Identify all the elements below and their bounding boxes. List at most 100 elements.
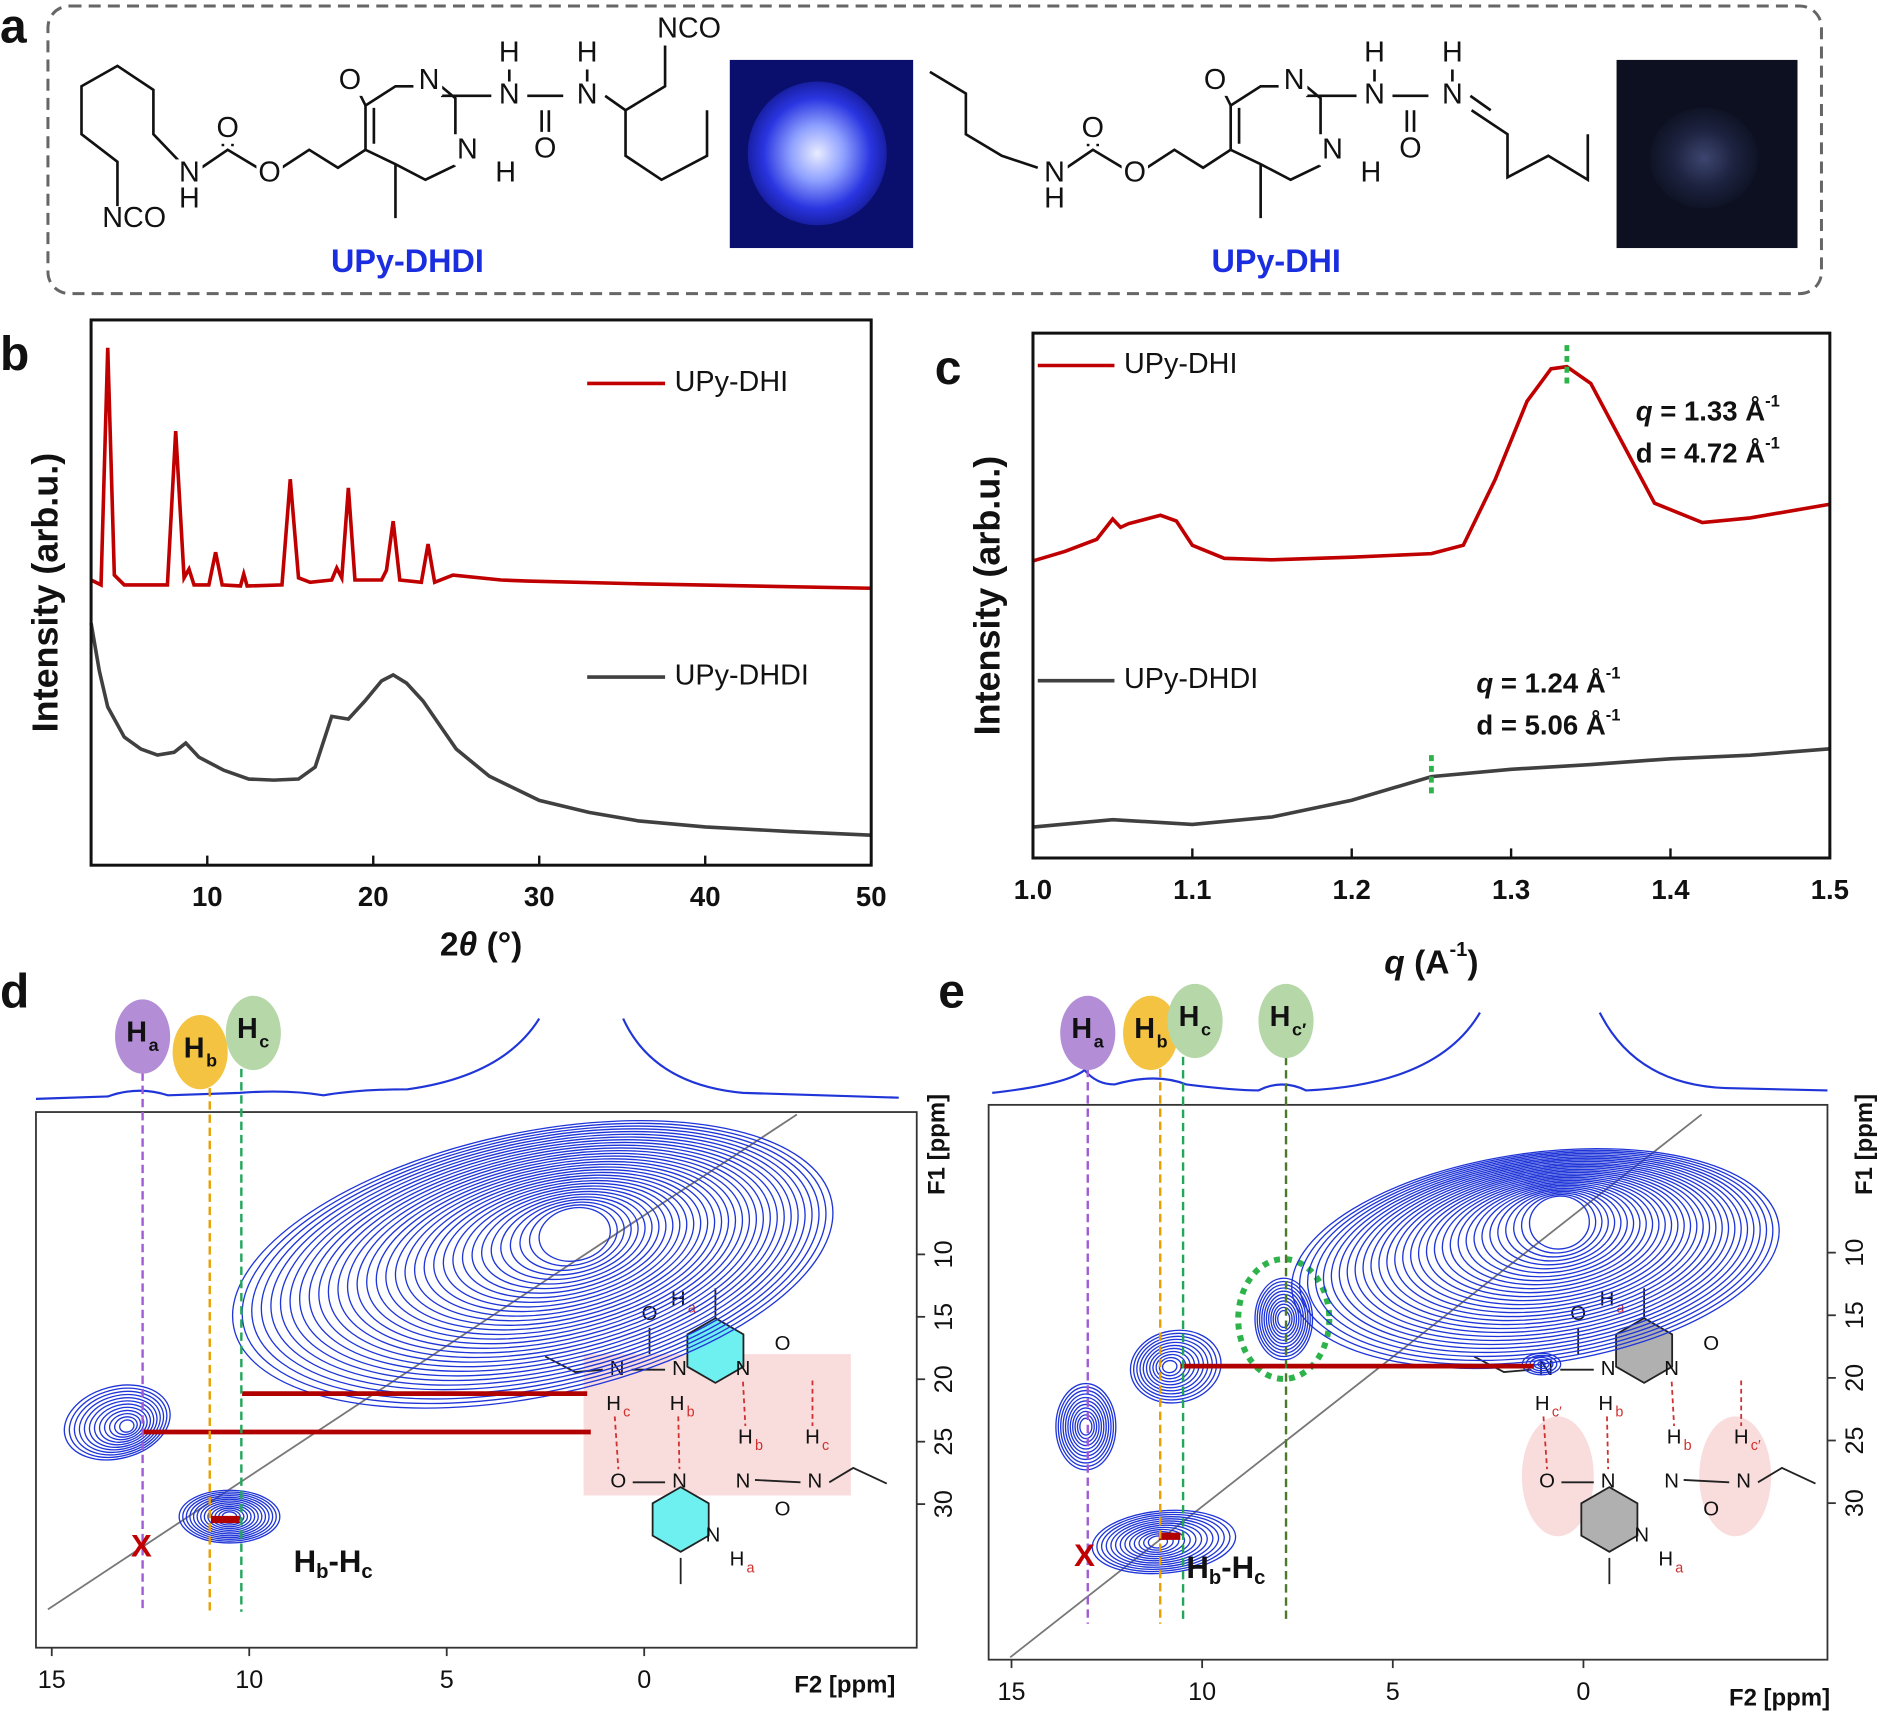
atom-bg	[176, 159, 203, 189]
inset-ring	[686, 1317, 745, 1384]
contour-line	[108, 1412, 142, 1438]
contour-line	[73, 1390, 165, 1456]
inset-atom: H	[606, 1393, 621, 1415]
x-tick-label: 10	[235, 1666, 263, 1694]
atom-label: O	[1204, 64, 1226, 96]
x-tick-label: 20	[358, 881, 389, 912]
series-line	[1032, 747, 1830, 829]
contour-line	[500, 1196, 639, 1281]
x-tick-label: 15	[38, 1666, 66, 1694]
inset-atom: O	[1703, 1498, 1719, 1520]
inset-atom: O	[775, 1498, 791, 1520]
contour-line	[519, 1201, 625, 1271]
molecule-name: UPy-DHI	[1212, 243, 1341, 279]
contour-line	[1133, 1528, 1186, 1556]
inset-atom-sub: a	[747, 1560, 755, 1576]
atom-bg	[415, 67, 443, 96]
inset-atom-sub: c′	[1751, 1438, 1761, 1454]
contour-line	[1263, 1290, 1305, 1348]
atom-bg	[256, 159, 283, 189]
contour-line	[241, 1122, 827, 1405]
cross-peak	[1079, 1417, 1093, 1436]
contour-line	[433, 1177, 688, 1313]
contour-line	[1057, 1386, 1115, 1468]
atom-bg	[336, 67, 364, 96]
contour-line	[1096, 1511, 1231, 1573]
molecule-name: UPy-DHDI	[331, 243, 484, 279]
y-axis-label: F1 [ppm]	[1851, 1094, 1878, 1195]
contour-line	[1409, 1171, 1685, 1310]
contour-line	[83, 1397, 158, 1451]
contour-line	[1489, 1187, 1622, 1270]
text-part: θ	[459, 927, 478, 964]
contour-line	[1362, 1162, 1723, 1334]
annotation: d = 5.06 Å-1	[1476, 706, 1620, 741]
x-tick-label: 1.1	[1173, 874, 1211, 905]
contour-line	[327, 1147, 764, 1363]
y-tick-label: 30	[1841, 1489, 1869, 1517]
inset-highlight	[1699, 1416, 1772, 1537]
atom-label: O	[217, 112, 239, 144]
atom-bg	[176, 185, 203, 215]
atom-label: NCO	[102, 202, 166, 234]
annotation: q = 1.33 Å-1	[1636, 392, 1780, 427]
x-tick-label: 1.4	[1651, 874, 1690, 905]
inset-atom-sub: c	[623, 1405, 630, 1421]
cross-peak	[119, 1419, 135, 1433]
inset-atom: H	[805, 1426, 820, 1448]
contour-line	[404, 1169, 709, 1326]
x-tick-label: 1.2	[1333, 874, 1371, 905]
text-part: -1	[1765, 392, 1780, 411]
contour-line	[1060, 1389, 1112, 1464]
contour-line	[1378, 1165, 1711, 1326]
h-bonds	[613, 1380, 814, 1470]
atom-bg	[1121, 159, 1149, 189]
plot-frame	[1031, 331, 1832, 860]
contour-line	[356, 1155, 744, 1349]
atom-label: H	[499, 37, 520, 69]
atom-label: N	[1364, 78, 1385, 110]
cross-peak	[1528, 1195, 1590, 1250]
proton-label: H	[1071, 1013, 1092, 1045]
text-part: (°)	[477, 927, 522, 964]
contour-line	[178, 1489, 281, 1544]
atom-label: N	[577, 78, 598, 110]
projection	[992, 1012, 1828, 1094]
contour-line	[299, 1139, 785, 1377]
inset-bonds	[1473, 1288, 1816, 1585]
contour-line	[1124, 1524, 1197, 1560]
y-tick-label: 20	[930, 1365, 958, 1393]
atom-label: N	[1284, 64, 1305, 96]
text-part: H	[294, 1544, 317, 1579]
text-part: -H	[328, 1544, 361, 1579]
atom-label: NCO	[657, 13, 721, 45]
y-tick-label: 25	[930, 1428, 958, 1456]
contour-line	[1520, 1193, 1597, 1254]
highlight-circle	[1235, 1256, 1333, 1382]
inset-atom-sub: a	[688, 1300, 696, 1316]
series-line	[90, 347, 872, 591]
x-tick-label: 10	[192, 881, 223, 912]
contour-line	[260, 1128, 813, 1395]
contour-line	[375, 1160, 730, 1340]
text-part: c	[361, 1562, 372, 1584]
x-tick-label: 1.5	[1811, 874, 1849, 905]
text-part: q	[1636, 396, 1653, 427]
inset-bonds	[544, 1288, 888, 1585]
contour-line	[1272, 1303, 1295, 1335]
contour-line	[78, 1393, 161, 1453]
atom-bg	[1397, 135, 1424, 165]
cross-peak	[1147, 1535, 1169, 1549]
plot-frame	[89, 318, 873, 867]
contour-line	[1258, 1284, 1309, 1354]
atom-label: N	[1442, 78, 1463, 110]
atom-bg	[1439, 39, 1466, 69]
inset-atom: H	[1734, 1426, 1749, 1448]
contour-line	[490, 1193, 646, 1285]
contour-line	[289, 1136, 792, 1382]
atom-label: H	[495, 156, 516, 188]
contour-line	[1481, 1186, 1628, 1274]
text-part: q	[1476, 668, 1493, 699]
y-tick-label: 10	[930, 1240, 958, 1268]
